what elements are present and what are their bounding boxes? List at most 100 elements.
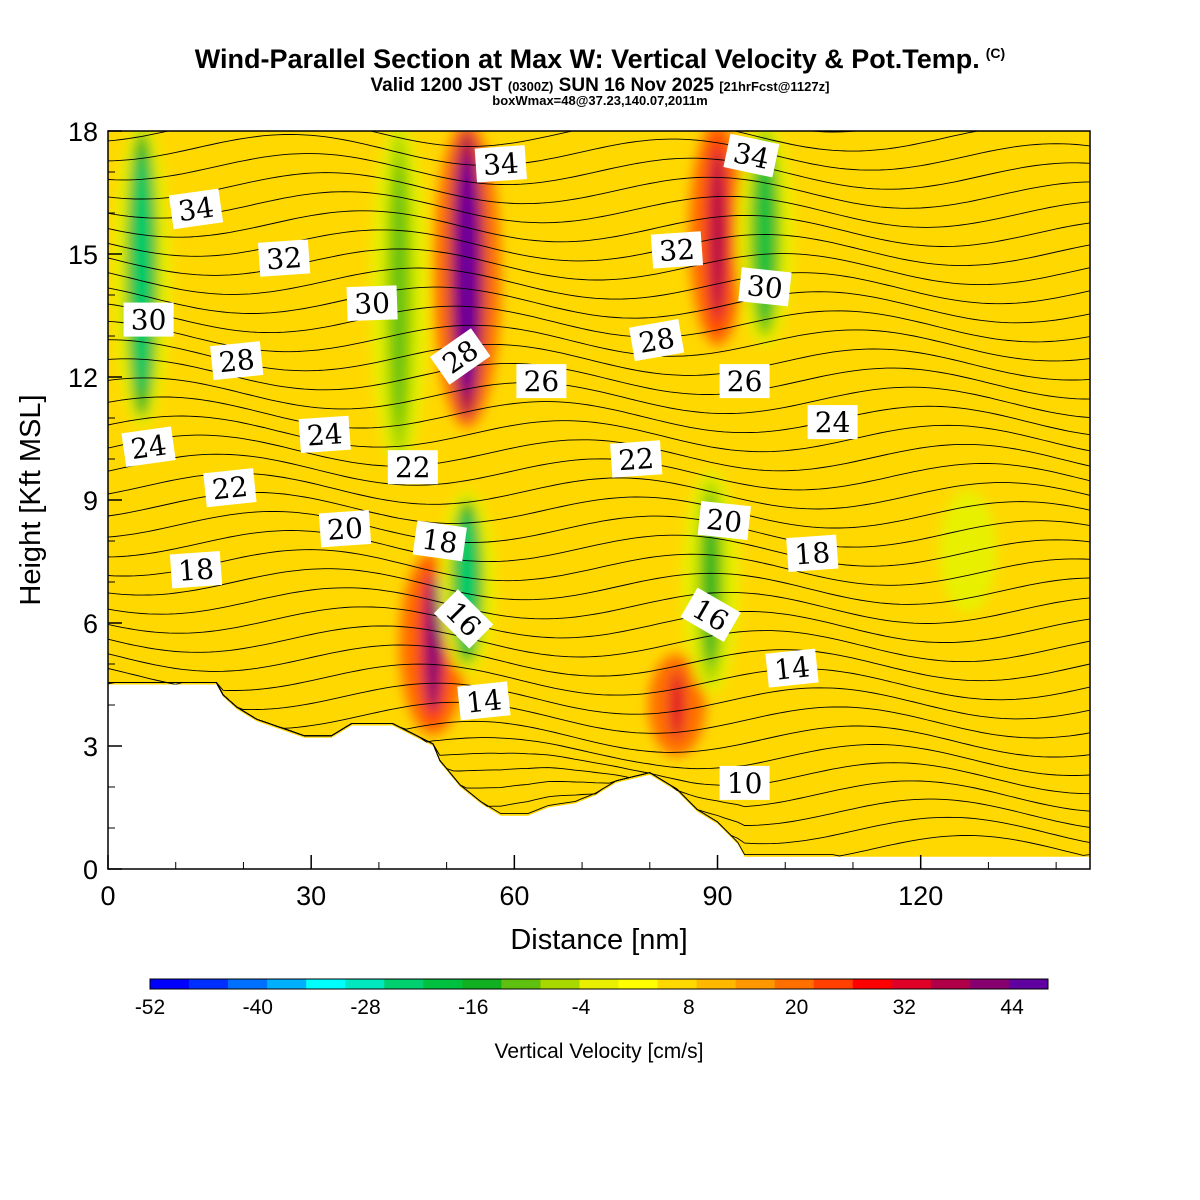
colorbar-swatch <box>619 979 659 989</box>
colorbar-swatch <box>931 979 971 989</box>
contour-label: 32 <box>651 231 703 268</box>
colorbar-swatch <box>384 979 424 989</box>
x-tick-label: 90 <box>702 881 732 911</box>
contour-label: 32 <box>258 239 310 276</box>
colorbar-swatch <box>423 979 463 989</box>
contour-label: 22 <box>388 450 438 484</box>
colorbar-swatch <box>970 979 1010 989</box>
colorbar-tick-label: 32 <box>893 996 916 1019</box>
colorbar-swatch <box>579 979 619 989</box>
y-tick-label: 15 <box>68 240 98 270</box>
colorbar-swatch <box>462 979 502 989</box>
contour-label-text: 32 <box>265 241 303 276</box>
colorbar-swatch <box>775 979 815 989</box>
contour-label: 22 <box>610 440 662 477</box>
y-tick-label: 18 <box>68 117 98 147</box>
contour-label-text: 26 <box>727 365 763 398</box>
colorbar-swatch <box>1009 979 1049 989</box>
contour-label-text: 30 <box>131 304 167 337</box>
contour-label-text: 28 <box>217 343 256 380</box>
colorbar-swatch <box>736 979 776 989</box>
contour-label-text: 34 <box>482 147 520 182</box>
colorbar-swatch <box>814 979 854 989</box>
contour-label-text: 22 <box>617 442 655 477</box>
contour-label-text: 20 <box>705 503 744 540</box>
contour-label-text: 26 <box>524 365 560 398</box>
w-feature-core-2 <box>710 148 725 319</box>
contour-label-text: 22 <box>395 451 431 484</box>
contour-label-text: 22 <box>211 470 250 507</box>
colorbar-tick-label: -40 <box>243 996 273 1019</box>
colorbar: -52 -40 -28 -16 -4 8 20 32 44Vertical Velocity [… <box>135 979 1049 1063</box>
contour-label-text: 18 <box>420 523 460 561</box>
colorbar-tick-label: 8 <box>683 996 695 1019</box>
x-tick-label: 60 <box>499 881 529 911</box>
x-tick-label: 120 <box>898 881 943 911</box>
contour-label: 30 <box>124 303 174 337</box>
contour-label: 14 <box>765 649 818 688</box>
chart-canvas: 343230283028342624 2422222018181614222832… <box>0 0 1200 1200</box>
y-axis-label: Height [Kft MSL] <box>15 394 47 605</box>
colorbar-label: Vertical Velocity [cm/s] <box>495 1040 704 1063</box>
colorbar-tick-label: -16 <box>458 996 488 1019</box>
contour-label-text: 14 <box>773 650 812 687</box>
contour-label-text: 34 <box>176 191 216 229</box>
colorbar-tick-label: 44 <box>1000 996 1024 1019</box>
contour-label: 22 <box>203 468 256 507</box>
colorbar-swatch <box>189 979 229 989</box>
contour-label: 28 <box>210 341 263 380</box>
contour-label-text: 30 <box>745 269 784 306</box>
contour-label: 24 <box>299 416 351 453</box>
colorbar-swatch <box>697 979 737 989</box>
y-tick-label: 0 <box>83 855 98 885</box>
colorbar-swatch <box>150 979 190 989</box>
contour-label-text: 24 <box>815 406 851 439</box>
colorbar-swatch <box>658 979 698 989</box>
colorbar-tick-label: -28 <box>350 996 380 1019</box>
colorbar-swatch <box>228 979 268 989</box>
colorbar-swatch <box>345 979 385 989</box>
contour-label: 18 <box>413 521 467 562</box>
contour-label: 30 <box>347 285 398 321</box>
colorbar-swatch <box>306 979 346 989</box>
contour-label-text: 30 <box>354 287 391 321</box>
contour-label: 18 <box>170 551 222 588</box>
contour-label-text: 14 <box>465 683 504 720</box>
contour-label: 26 <box>720 364 770 398</box>
contour-label: 26 <box>516 364 566 398</box>
y-tick-label: 3 <box>83 732 98 762</box>
colorbar-tick-label: -4 <box>572 996 591 1019</box>
colorbar-swatch <box>501 979 541 989</box>
contour-label-text: 24 <box>306 417 344 452</box>
contour-label: 34 <box>475 145 527 182</box>
colorbar-swatch <box>853 979 893 989</box>
colorbar-tick-label: 20 <box>785 996 808 1019</box>
contour-label-text: 10 <box>727 767 763 800</box>
contour-label: 14 <box>457 681 510 720</box>
y-tick-label: 12 <box>68 363 98 393</box>
contour-label-text: 24 <box>129 428 169 466</box>
x-axis-label: Distance [nm] <box>510 924 687 956</box>
colorbar-swatch <box>267 979 307 989</box>
contour-label: 20 <box>319 510 371 547</box>
contour-label-text: 18 <box>177 552 215 587</box>
y-tick-label: 6 <box>83 609 98 639</box>
contour-label: 24 <box>121 426 175 467</box>
contour-label-text: 32 <box>658 233 696 268</box>
w-feature-core-3 <box>669 671 684 739</box>
contour-label: 18 <box>786 535 838 572</box>
contour-label: 10 <box>720 766 770 800</box>
y-tick-label: 9 <box>83 486 98 516</box>
contour-label-text: 20 <box>326 511 364 546</box>
contour-label: 20 <box>698 501 751 540</box>
w-feature-core-7 <box>134 155 149 394</box>
contour-label-text: 28 <box>636 321 677 360</box>
colorbar-swatch <box>892 979 932 989</box>
colorbar-swatch <box>540 979 580 989</box>
isentrope-line <box>108 96 1090 132</box>
x-tick-label: 30 <box>296 881 326 911</box>
contour-label-text: 18 <box>793 536 831 571</box>
contour-label: 30 <box>738 267 791 306</box>
contour-label: 24 <box>808 405 858 439</box>
contour-label: 34 <box>169 189 223 230</box>
